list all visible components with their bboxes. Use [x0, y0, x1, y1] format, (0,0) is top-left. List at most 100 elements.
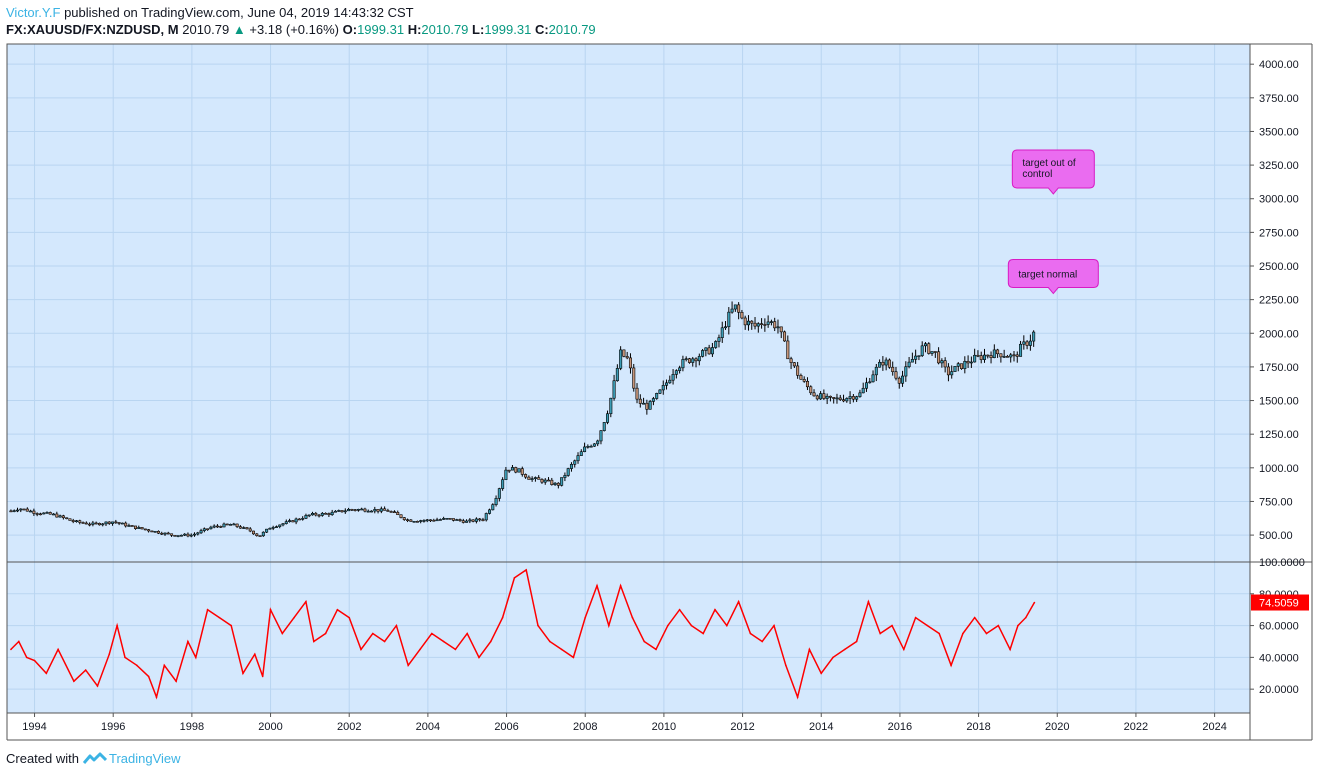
annotation-text: target out of control: [1022, 158, 1076, 180]
oscillator-point: [419, 648, 421, 651]
candle: [212, 525, 216, 528]
candle: [324, 513, 328, 515]
time-tick-label: 2008: [573, 721, 597, 733]
oscillator-point: [116, 624, 118, 627]
candle: [356, 509, 360, 511]
time-tick-label: 2014: [809, 721, 833, 733]
candle: [491, 504, 495, 511]
candle: [196, 532, 200, 535]
candle: [225, 523, 229, 526]
price-tick-label: 500.00: [1259, 530, 1293, 542]
candle: [379, 508, 383, 512]
oscillator-point: [136, 664, 138, 667]
candle: [946, 366, 950, 376]
candle: [783, 331, 787, 342]
candle: [307, 514, 311, 517]
candle: [471, 519, 475, 522]
candle: [235, 523, 239, 527]
candle: [311, 513, 315, 516]
candle: [714, 341, 718, 348]
candle: [55, 513, 59, 518]
candle: [678, 367, 682, 371]
candle: [710, 347, 714, 355]
candle: [402, 517, 406, 521]
candle: [704, 347, 708, 351]
price-pane[interactable]: [7, 44, 1250, 562]
candle: [170, 533, 174, 536]
time-tick-label: 2018: [966, 721, 990, 733]
annotation-callout[interactable]: [1007, 259, 1099, 295]
oscillator-point: [785, 664, 787, 667]
candle: [792, 362, 796, 367]
oscillator-point: [175, 680, 177, 683]
symbol-label[interactable]: FX:XAUUSD/FX:NZDUSD, M: [6, 22, 179, 37]
time-tick-label: 2002: [337, 721, 361, 733]
candle: [288, 520, 292, 522]
candle: [176, 535, 180, 537]
candle: [84, 522, 88, 525]
candle: [904, 366, 908, 377]
author-link[interactable]: Victor.Y.F: [6, 5, 61, 20]
candle: [514, 467, 518, 473]
oscillator-point: [643, 640, 646, 643]
oscillator-point: [690, 624, 693, 627]
candle: [740, 311, 744, 319]
oscillator-pane[interactable]: [7, 562, 1250, 713]
annotation-callout[interactable]: [1011, 149, 1095, 195]
candle: [635, 387, 639, 400]
candle: [796, 365, 800, 376]
change-value: +3.18 (+0.16%): [249, 22, 339, 37]
candle: [202, 528, 206, 531]
oscillator-point: [442, 640, 445, 643]
candle: [828, 395, 832, 398]
candle: [258, 535, 262, 537]
oscillator-point: [324, 632, 327, 635]
candle: [409, 519, 413, 522]
price-tick-label: 1750.00: [1259, 362, 1299, 374]
candle: [422, 520, 426, 522]
candle: [15, 509, 19, 512]
tradingview-brand[interactable]: TradingView: [108, 751, 181, 766]
candle: [842, 399, 846, 402]
candle: [42, 512, 46, 515]
candle: [488, 509, 492, 514]
candle: [773, 321, 777, 329]
candle: [97, 522, 101, 526]
candle: [111, 521, 115, 524]
candle: [960, 363, 964, 369]
candle: [337, 510, 341, 512]
candle: [809, 386, 813, 394]
oscillator-point: [761, 640, 764, 643]
candle: [786, 340, 790, 360]
candle: [419, 520, 423, 522]
candle: [950, 371, 954, 376]
candle: [206, 528, 210, 531]
candle: [179, 534, 183, 537]
candle: [389, 511, 393, 513]
candle: [996, 349, 1000, 355]
candle: [133, 525, 137, 529]
candle: [812, 392, 816, 397]
candle: [956, 363, 960, 367]
candle: [278, 524, 282, 527]
candle: [760, 323, 764, 325]
oscillator-point: [33, 659, 36, 662]
candle: [930, 351, 934, 354]
candle: [671, 374, 675, 381]
candle: [766, 321, 770, 325]
candle: [1009, 354, 1013, 358]
oscillator-line: [10, 568, 1036, 700]
candle: [746, 320, 750, 326]
candle: [622, 349, 626, 357]
candle: [878, 361, 882, 368]
candle: [540, 479, 544, 483]
candle: [720, 327, 724, 338]
oscillator-point: [962, 632, 964, 635]
oscillator-point: [108, 653, 111, 655]
oscillator-point: [655, 648, 657, 651]
close-label: C:: [534, 22, 549, 37]
oscillator-point: [383, 640, 386, 643]
candle: [484, 513, 488, 521]
oscillator-point: [584, 616, 587, 619]
